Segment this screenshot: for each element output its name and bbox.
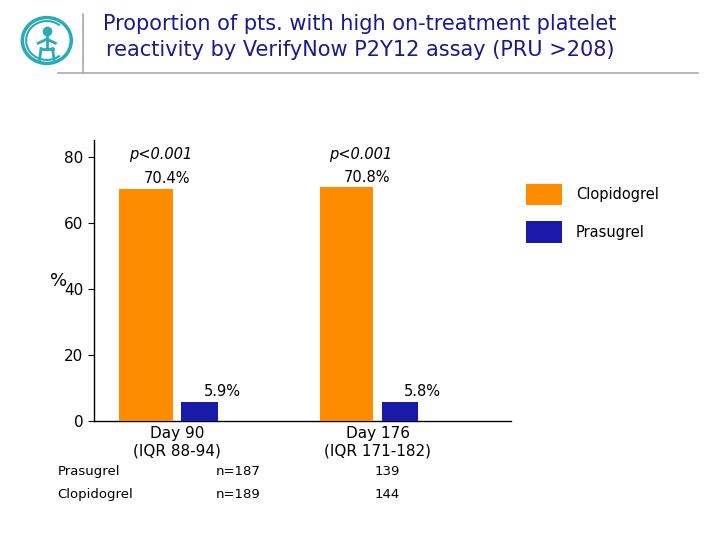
Y-axis label: %: % [50, 272, 67, 290]
Text: p<0.001: p<0.001 [329, 147, 392, 162]
Text: Clopidogrel: Clopidogrel [58, 488, 133, 501]
Text: reactivity by VerifyNow P2Y12 assay (PRU >208): reactivity by VerifyNow P2Y12 assay (PRU… [106, 40, 614, 60]
Text: Clopidogrel: Clopidogrel [576, 187, 659, 202]
Text: 139: 139 [374, 465, 400, 478]
Text: 70.4%: 70.4% [143, 171, 190, 186]
Text: 5.8%: 5.8% [404, 384, 441, 400]
Bar [382, 402, 418, 421]
Text: n=189: n=189 [216, 488, 261, 501]
Text: n=187: n=187 [216, 465, 261, 478]
Text: Proportion of pts. with high on-treatment platelet: Proportion of pts. with high on-treatmen… [103, 14, 617, 33]
Text: 70.8%: 70.8% [344, 170, 390, 185]
Text: Prasugrel: Prasugrel [58, 465, 120, 478]
Text: Prasugrel: Prasugrel [576, 225, 645, 240]
Bar [120, 188, 173, 421]
Text: 144: 144 [374, 488, 400, 501]
Text: 5.9%: 5.9% [203, 384, 240, 399]
Bar [181, 402, 218, 421]
Text: p<0.001: p<0.001 [129, 147, 192, 162]
Bar [320, 187, 374, 421]
